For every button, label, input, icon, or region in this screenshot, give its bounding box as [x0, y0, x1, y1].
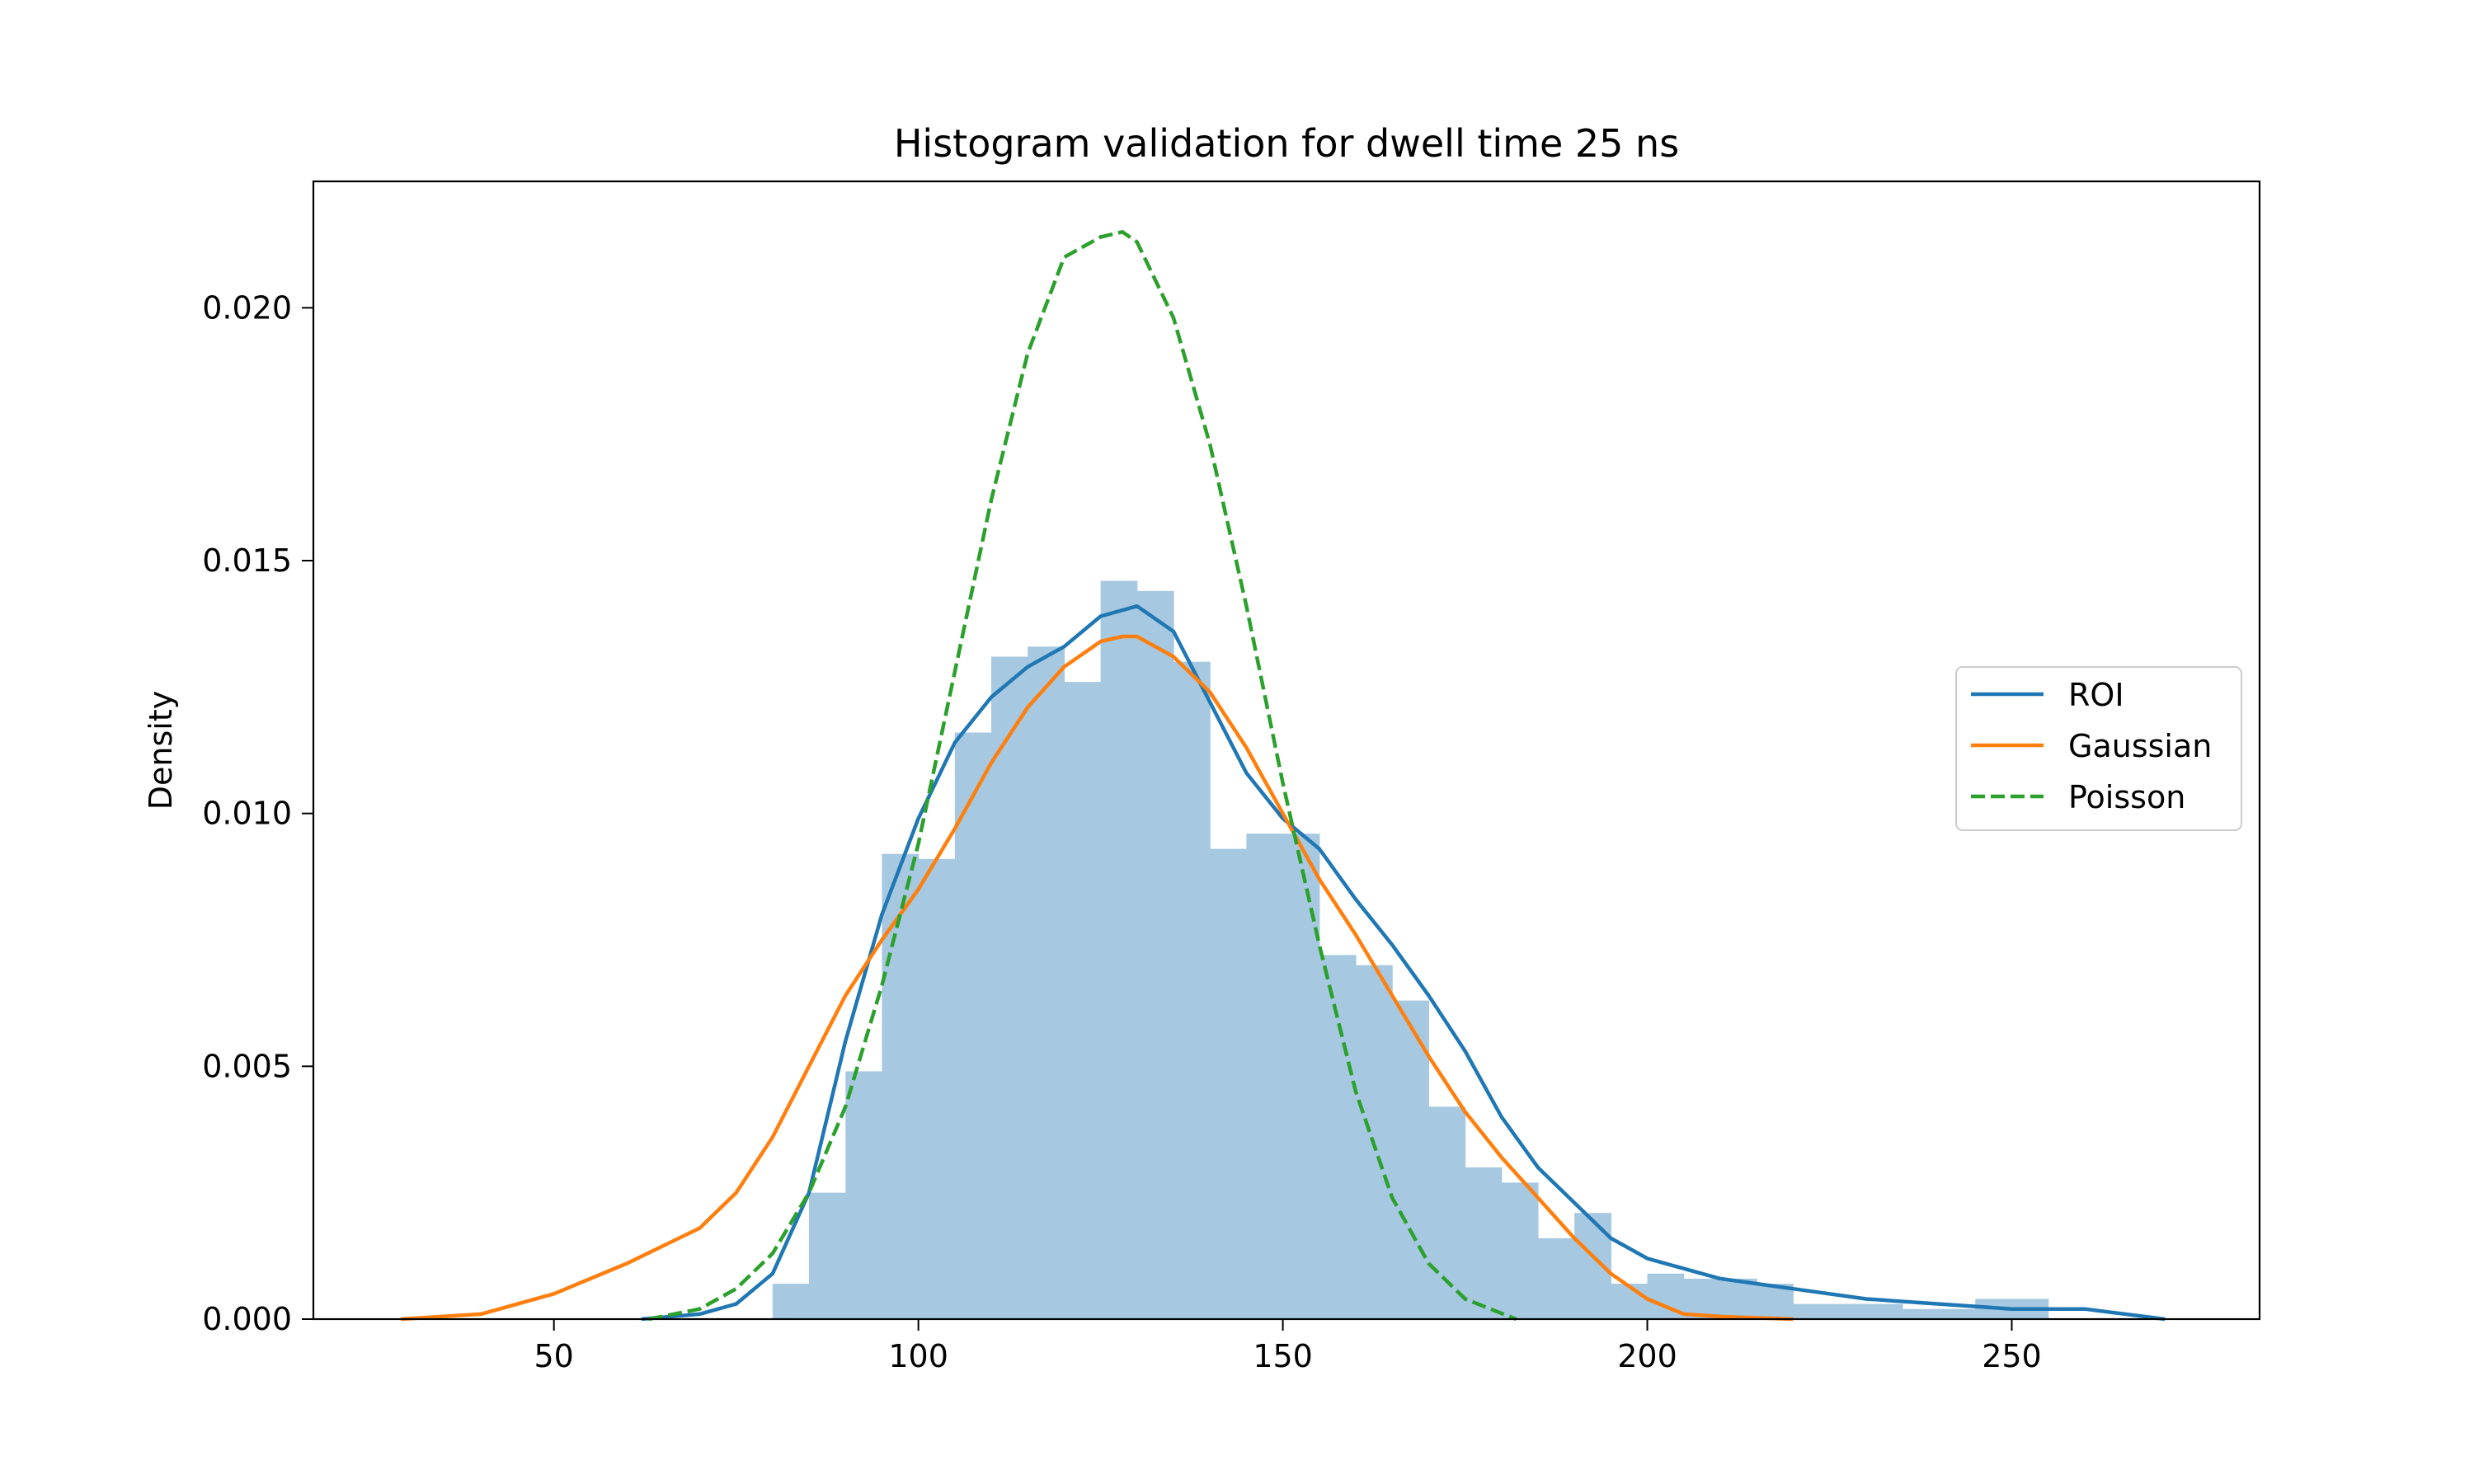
histogram-bar	[1537, 1237, 1575, 1319]
histogram-bar	[1210, 848, 1247, 1319]
histogram-bar	[991, 656, 1028, 1319]
histogram-bar	[1719, 1278, 1757, 1319]
histogram-bar	[1611, 1284, 1649, 1319]
x-tick-label: 250	[1982, 1338, 2042, 1374]
x-tick-label: 150	[1253, 1338, 1313, 1374]
histogram-bar	[809, 1192, 846, 1319]
histogram-bar	[1501, 1182, 1539, 1319]
y-tick-label: 0.010	[202, 796, 292, 832]
histogram-bar	[1100, 580, 1138, 1319]
histogram-bar	[845, 1071, 883, 1319]
legend: ROI Gaussian Poisson	[1955, 666, 2242, 831]
legend-label-roi: ROI	[2068, 677, 2124, 713]
chart-title: Histogram validation for dwell time 25 n…	[894, 121, 1679, 166]
histogram-bar	[1793, 1303, 1831, 1319]
histogram-bar	[1028, 646, 1065, 1319]
histogram-bar	[1939, 1308, 1976, 1319]
histogram-bar	[882, 853, 920, 1319]
x-tick-label: 200	[1617, 1338, 1677, 1374]
histogram-bar	[1173, 661, 1211, 1319]
histogram-bar	[1282, 834, 1320, 1319]
histogram-bar	[1319, 955, 1357, 1319]
y-tick-label: 0.020	[202, 289, 292, 326]
y-tick-label: 0.000	[202, 1301, 292, 1337]
histogram-bar	[1136, 590, 1174, 1319]
histogram-bars	[772, 580, 2049, 1319]
legend-items: ROI Gaussian Poisson	[1971, 677, 2212, 815]
histogram-bar	[1574, 1213, 1611, 1319]
histogram-bar	[1465, 1167, 1503, 1319]
y-axis-ticks: 0.000 0.005 0.010 0.015 0.020	[202, 289, 313, 1337]
histogram-bar	[1683, 1278, 1721, 1319]
histogram-bar	[1829, 1303, 1867, 1319]
histogram-bar	[1428, 1106, 1466, 1319]
y-tick-label: 0.015	[202, 542, 292, 579]
series-line-roi	[641, 603, 2166, 1322]
x-tick-label: 100	[888, 1338, 948, 1374]
y-axis-label: Density	[143, 691, 179, 810]
histogram-bar	[918, 858, 956, 1319]
series-line-poisson	[648, 230, 1517, 1322]
histogram-bar	[1865, 1303, 1903, 1319]
legend-label-gaussian: Gaussian	[2068, 728, 2212, 764]
y-tick-label: 0.005	[202, 1048, 292, 1084]
density-lines	[400, 230, 2166, 1322]
plot-frame	[312, 180, 2261, 1321]
histogram-bar	[954, 732, 992, 1319]
histogram-bar	[1246, 834, 1284, 1319]
x-axis-ticks: 50 100 150 200 250	[534, 1319, 2042, 1374]
legend-box	[1955, 666, 2242, 831]
histogram-bar	[772, 1284, 810, 1319]
histogram-bar	[1392, 1000, 1429, 1319]
histogram-bar	[1902, 1308, 1940, 1319]
series-line-gaussian	[400, 634, 1794, 1322]
x-tick-label: 50	[534, 1338, 574, 1374]
legend-label-poisson: Poisson	[2068, 779, 2185, 815]
histogram-bar	[1064, 682, 1102, 1319]
